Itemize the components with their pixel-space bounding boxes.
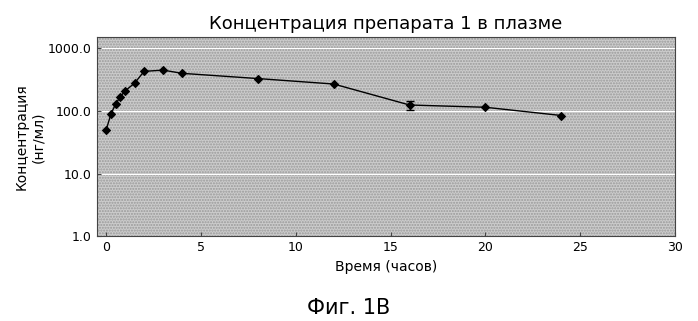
X-axis label: Время (часов): Время (часов) (335, 260, 437, 274)
Y-axis label: Концентрация
(нг/мл): Концентрация (нг/мл) (15, 83, 45, 190)
Text: Фиг. 1B: Фиг. 1B (307, 298, 391, 318)
Title: Концентрация препарата 1 в плазме: Концентрация препарата 1 в плазме (209, 15, 563, 33)
